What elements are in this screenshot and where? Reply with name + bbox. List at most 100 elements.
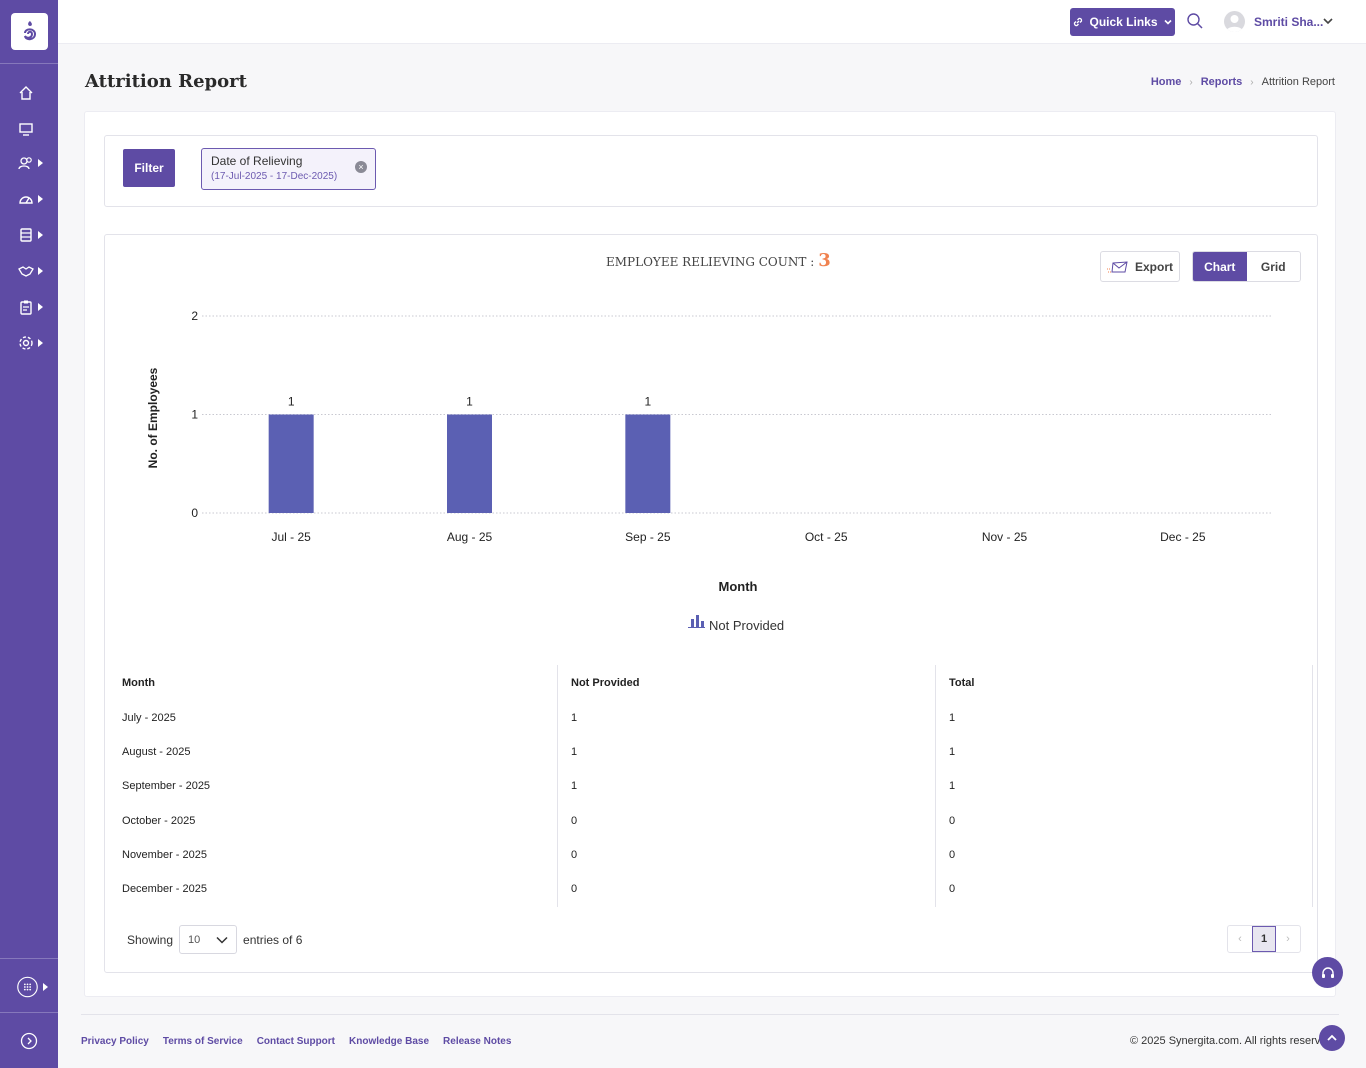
filter-chip-date-of-relieving[interactable]: Date of Relieving (17-Jul-2025 - 17-Dec-… <box>201 148 376 190</box>
footer-link-privacy-policy[interactable]: Privacy Policy <box>81 1036 149 1047</box>
breadcrumb-separator-icon: › <box>1189 76 1193 88</box>
table-cell-not-provided: 0 <box>571 883 578 895</box>
sidebar-divider <box>0 63 58 64</box>
table-cell-month: December - 2025 <box>122 883 207 895</box>
table-cell-not-provided: 0 <box>571 848 578 861</box>
search-button[interactable] <box>1186 12 1204 35</box>
sidebar-item-home[interactable] <box>18 82 50 104</box>
data-label: 1 <box>466 395 473 409</box>
page-size-control: Showing 10 entries of 6 <box>127 925 302 954</box>
clipboard-icon <box>20 300 32 315</box>
quick-links-label: Quick Links <box>1089 15 1158 29</box>
x-tick-label: Sep - 25 <box>625 530 671 544</box>
column-header-month[interactable]: Month <box>122 677 155 689</box>
table-cell-total: 1 <box>949 780 956 793</box>
chevron-down-icon <box>216 936 228 944</box>
sidebar-expand-button[interactable] <box>20 1030 52 1052</box>
table-cell-total: 0 <box>949 883 956 895</box>
y-tick-label: 0 <box>191 506 198 520</box>
relieving-count-summary: EMPLOYEE RELIEVING COUNT : 3 <box>606 250 831 271</box>
scroll-to-top-button[interactable] <box>1319 1025 1345 1051</box>
support-chat-button[interactable] <box>1312 957 1343 988</box>
expand-arrow-icon <box>38 267 43 275</box>
table-cell-not-provided: 1 <box>571 780 578 793</box>
legend[interactable]: Not Provided <box>688 615 784 633</box>
filter-chip-label: Date of Relieving <box>211 154 303 168</box>
data-label: 1 <box>288 395 295 409</box>
y-tick-label: 1 <box>191 408 198 422</box>
sidebar-item-records[interactable] <box>18 224 50 246</box>
y-axis-label: No. of Employees <box>146 367 160 468</box>
gear-icon <box>19 336 33 350</box>
x-tick-label: Aug - 25 <box>447 530 493 544</box>
top-bar: Quick Links Smriti Sha... <box>58 0 1366 44</box>
attrition-bar-chart: 0 1 2 1 Jul - 25 1 Aug - 25 1 Sep - 25 Oct - 25 No… <box>146 309 1272 633</box>
table-cell-month: September - 2025 <box>122 780 211 793</box>
entries-label: entries of 6 <box>243 932 303 947</box>
users-icon <box>18 157 32 170</box>
table-cell-month: July - 2025 <box>122 712 176 724</box>
quick-links-button[interactable]: Quick Links <box>1070 8 1175 36</box>
column-divider <box>1312 665 1313 907</box>
sidebar-item-engagement[interactable] <box>18 260 50 282</box>
sidebar-item-settings[interactable] <box>18 332 50 354</box>
expand-arrow-icon <box>38 195 43 203</box>
user-name[interactable]: Smriti Sha... <box>1254 15 1324 29</box>
expand-arrow-icon <box>38 303 43 311</box>
sidebar-item-apps[interactable] <box>16 976 48 998</box>
view-toggle: Chart Grid <box>1192 251 1301 282</box>
column-header-total[interactable]: Total <box>949 677 975 689</box>
table-cell-month: November - 2025 <box>122 848 207 861</box>
close-icon[interactable]: × <box>355 161 367 173</box>
footer-link-terms-of-service[interactable]: Terms of Service <box>162 1036 243 1047</box>
avatar[interactable] <box>1224 11 1245 32</box>
filter-button[interactable]: Filter <box>123 149 175 187</box>
previous-page-button[interactable]: ‹ <box>1238 933 1242 945</box>
filter-chip-value: (17-Jul-2025 - 17-Dec-2025) <box>211 171 338 182</box>
table-cell-month: October - 2025 <box>122 814 196 827</box>
column-header-not-provided[interactable]: Not Provided <box>571 677 640 689</box>
handshake-icon <box>18 266 34 277</box>
page-number-button[interactable]: 1 <box>1252 926 1276 952</box>
user-menu-toggle[interactable] <box>1322 14 1334 33</box>
chevron-right-circle-icon <box>20 1032 38 1050</box>
x-axis-label: Month <box>719 579 758 594</box>
sidebar-item-dashboard[interactable] <box>18 188 50 210</box>
chevron-down-icon <box>1163 19 1172 25</box>
database-icon <box>20 228 32 242</box>
home-icon <box>19 86 33 100</box>
chevron-up-icon <box>1327 1034 1337 1041</box>
tab-grid[interactable]: Grid <box>1246 252 1300 281</box>
breadcrumb-reports[interactable]: Reports <box>1200 76 1243 88</box>
export-envelope-icon <box>1106 260 1128 272</box>
export-button[interactable]: Export <box>1100 251 1180 282</box>
app-logo[interactable] <box>11 13 48 50</box>
page-size-select[interactable]: 10 <box>179 925 238 954</box>
user-avatar-icon <box>1226 15 1243 32</box>
export-label: Export <box>1134 259 1173 274</box>
y-tick-label: 2 <box>191 309 198 323</box>
breadcrumb-home[interactable]: Home <box>1150 76 1182 88</box>
chart-panel: EMPLOYEE RELIEVING COUNT : 3 Export Char… <box>104 234 1318 973</box>
footer-link-contact-support[interactable]: Contact Support <box>256 1036 336 1047</box>
next-page-button[interactable]: › <box>1286 933 1290 945</box>
footer-link-knowledge-base[interactable]: Knowledge Base <box>349 1036 430 1047</box>
table-cell-month: August - 2025 <box>122 746 191 759</box>
showing-label: Showing <box>127 932 174 947</box>
logo-icon <box>23 20 36 40</box>
sidebar-item-people[interactable] <box>18 152 50 174</box>
filter-panel: Filter Date of Relieving (17-Jul-2025 - … <box>104 135 1318 207</box>
footer-link-release-notes[interactable]: Release Notes <box>443 1036 512 1047</box>
tab-chart[interactable]: Chart <box>1193 252 1247 281</box>
sidebar <box>0 0 58 1068</box>
page-size-value: 10 <box>188 933 201 946</box>
legend-label: Not Provided <box>709 618 784 633</box>
table-cell-total: 1 <box>949 712 956 724</box>
breadcrumb-current: Attrition Report <box>1261 76 1335 88</box>
table-cell-not-provided: 1 <box>571 746 578 759</box>
page-title: Attrition Report <box>85 71 247 92</box>
column-divider <box>557 665 558 907</box>
sidebar-item-tasks[interactable] <box>18 296 50 318</box>
footer-links: Privacy Policy Terms of Service Contact … <box>81 1036 511 1047</box>
sidebar-item-desktop[interactable] <box>18 118 50 140</box>
